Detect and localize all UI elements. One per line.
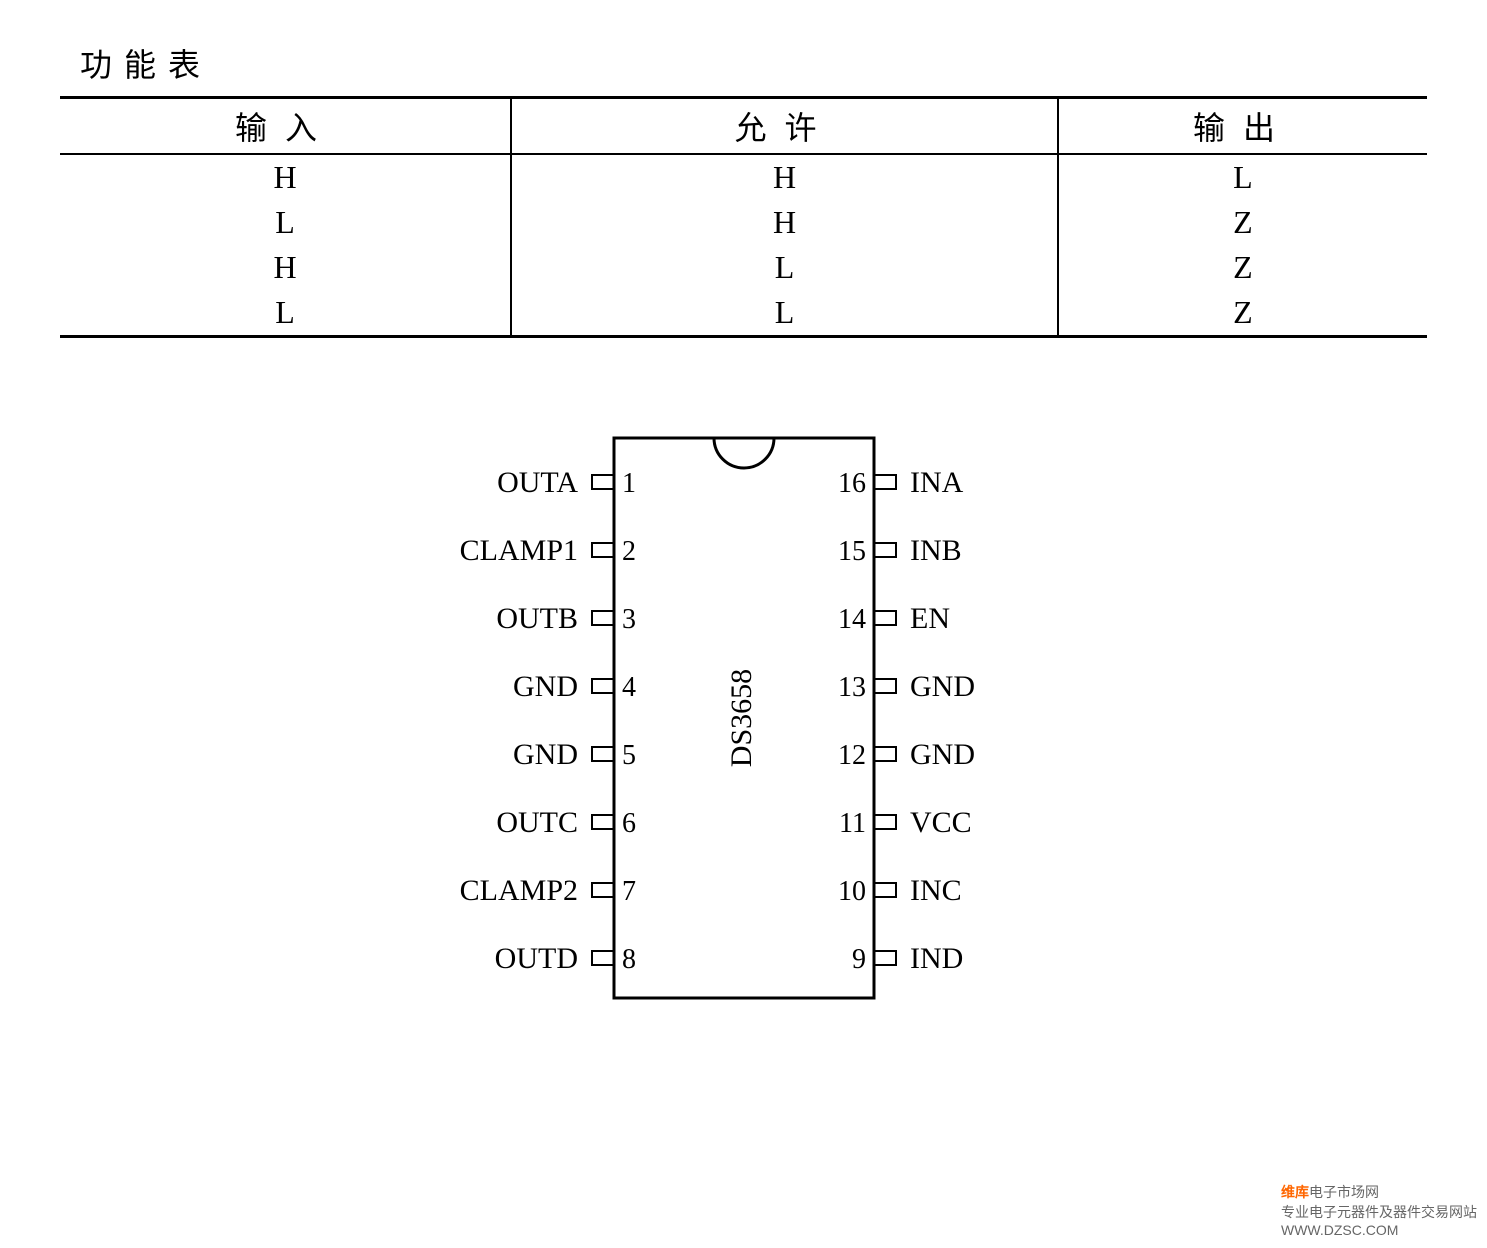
pin-number: 7 xyxy=(622,876,636,907)
table-title: 功能表 xyxy=(80,40,1427,86)
pin-pad xyxy=(874,747,896,761)
table-row: L L Z xyxy=(60,290,1427,337)
pin-pad xyxy=(592,815,614,829)
pin-label: GND xyxy=(513,670,578,703)
pin-label: IND xyxy=(910,942,963,975)
table-row: H H L xyxy=(60,154,1427,200)
col-header-input: 输入 xyxy=(60,98,511,155)
pin-number: 14 xyxy=(838,604,866,635)
chip-svg: DS3658 1 OUTA 2 CLAMP1 3 OUTB 4 GND 5 GND 6 OUTC 7 CLA… xyxy=(344,398,1144,1038)
pin-label: CLAMP1 xyxy=(459,534,577,567)
watermark-text2: 专业电子元器件及器件交易网站 xyxy=(1281,1204,1477,1220)
col-header-output: 输出 xyxy=(1058,98,1427,155)
pin-number: 5 xyxy=(622,740,636,771)
watermark-brand: 维库 xyxy=(1281,1184,1309,1200)
cell: H xyxy=(511,200,1058,245)
pin-label: INC xyxy=(910,874,962,907)
pin-label: OUTA xyxy=(497,466,578,499)
function-truth-table: 输入 允许 输出 H H L L H Z H L Z L L Z xyxy=(60,96,1427,338)
pin-pad xyxy=(592,611,614,625)
pin-pad xyxy=(592,747,614,761)
cell: L xyxy=(1058,154,1427,200)
cell: H xyxy=(511,154,1058,200)
pin-number: 12 xyxy=(838,740,866,771)
cell: Z xyxy=(1058,245,1427,290)
pin-pad xyxy=(592,543,614,557)
cell: L xyxy=(511,245,1058,290)
watermark-url: WWW.DZSC.COM xyxy=(1281,1222,1398,1238)
table-row: L H Z xyxy=(60,200,1427,245)
chip-notch xyxy=(714,438,774,468)
pin-number: 1 xyxy=(622,468,636,499)
pin-number: 4 xyxy=(622,672,636,703)
pin-label: GND xyxy=(513,738,578,771)
pin-pad xyxy=(874,815,896,829)
pin-number: 16 xyxy=(838,468,866,499)
pin-number: 10 xyxy=(838,876,866,907)
pin-number: 11 xyxy=(839,808,866,839)
cell: L xyxy=(60,200,511,245)
pin-label: CLAMP2 xyxy=(459,874,577,907)
chip-part-number: DS3658 xyxy=(724,669,757,767)
pin-pad xyxy=(874,679,896,693)
pin-label: GND xyxy=(910,738,975,771)
cell: Z xyxy=(1058,290,1427,337)
pin-label: VCC xyxy=(910,806,972,839)
pin-pad xyxy=(592,951,614,965)
col-header-enable: 允许 xyxy=(511,98,1058,155)
cell: H xyxy=(60,245,511,290)
pin-label: INB xyxy=(910,534,962,567)
cell: L xyxy=(511,290,1058,337)
pin-label: INA xyxy=(910,466,964,499)
pin-pad xyxy=(874,543,896,557)
cell: Z xyxy=(1058,200,1427,245)
pin-label: OUTB xyxy=(496,602,578,635)
pin-pad xyxy=(874,883,896,897)
pin-label: GND xyxy=(910,670,975,703)
pin-pad xyxy=(592,475,614,489)
pin-number: 13 xyxy=(838,672,866,703)
pin-label: OUTD xyxy=(494,942,577,975)
pin-number: 6 xyxy=(622,808,636,839)
pin-number: 8 xyxy=(622,944,636,975)
pin-pad xyxy=(874,475,896,489)
pin-number: 3 xyxy=(622,604,636,635)
pin-label: OUTC xyxy=(496,806,578,839)
pin-pad xyxy=(592,679,614,693)
pin-number: 2 xyxy=(622,536,636,567)
watermark: 维库电子市场网 专业电子元器件及器件交易网站 WWW.DZSC.COM xyxy=(1281,1182,1477,1238)
pin-label: EN xyxy=(910,602,950,635)
table-row: H L Z xyxy=(60,245,1427,290)
watermark-text1: 电子市场网 xyxy=(1309,1184,1379,1200)
pin-pad xyxy=(874,611,896,625)
table-header-row: 输入 允许 输出 xyxy=(60,98,1427,155)
pin-pad xyxy=(874,951,896,965)
pin-number: 9 xyxy=(852,944,866,975)
chip-pinout-diagram: DS3658 1 OUTA 2 CLAMP1 3 OUTB 4 GND 5 GND 6 OUTC 7 CLA… xyxy=(60,398,1427,1038)
pin-number: 15 xyxy=(838,536,866,567)
cell: H xyxy=(60,154,511,200)
cell: L xyxy=(60,290,511,337)
pin-pad xyxy=(592,883,614,897)
